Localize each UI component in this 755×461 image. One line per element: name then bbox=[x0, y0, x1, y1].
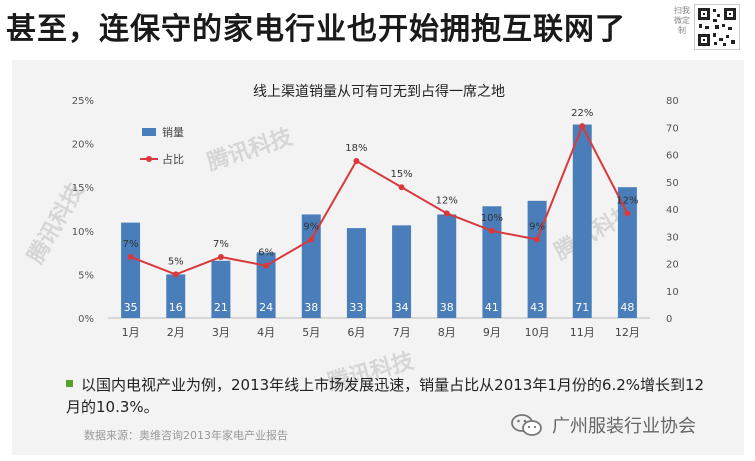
x-tick-label: 2月 bbox=[167, 326, 185, 339]
x-tick-label: 12月 bbox=[615, 326, 640, 339]
line-point bbox=[353, 158, 360, 165]
y-left-tick-label: 20% bbox=[72, 140, 94, 151]
bar-value-label: 38 bbox=[304, 301, 318, 314]
bar-value-label: 71 bbox=[575, 301, 589, 314]
y-right-tick-label: 50 bbox=[666, 178, 679, 189]
line-value-label: 18% bbox=[345, 143, 367, 154]
bar bbox=[482, 206, 502, 318]
x-tick-label: 7月 bbox=[393, 326, 411, 339]
line-value-label: 12% bbox=[436, 195, 458, 206]
y-left-tick-label: 5% bbox=[78, 270, 94, 281]
y-right-tick-label: 40 bbox=[666, 205, 679, 216]
bar-value-label: 41 bbox=[485, 301, 499, 314]
x-tick-label: 5月 bbox=[302, 326, 320, 339]
y-right-tick-label: 20 bbox=[666, 260, 679, 271]
line-point bbox=[579, 123, 586, 130]
x-tick-label: 8月 bbox=[438, 326, 456, 339]
y-right-tick-label: 10 bbox=[666, 287, 679, 298]
line-point bbox=[443, 210, 450, 217]
line-point bbox=[624, 210, 631, 217]
line-value-label: 9% bbox=[529, 222, 545, 233]
line-value-label: 12% bbox=[616, 195, 638, 206]
line-value-label: 10% bbox=[481, 213, 503, 224]
bar bbox=[617, 187, 637, 318]
bar bbox=[301, 214, 321, 318]
bar-value-label: 34 bbox=[395, 301, 409, 314]
line-value-label: 22% bbox=[571, 108, 593, 119]
x-tick-label: 3月 bbox=[212, 326, 230, 339]
bar-value-label: 16 bbox=[169, 301, 183, 314]
x-tick-label: 6月 bbox=[347, 326, 365, 339]
line-point bbox=[534, 236, 541, 243]
note: 以国内电视产业为例，2013年线上市场发展迅速，销量占比从2013年1月份的6.… bbox=[66, 374, 716, 418]
qr-label: 扫我微定制 bbox=[674, 6, 690, 35]
y-right-tick-label: 30 bbox=[666, 232, 679, 243]
y-right-tick-label: 60 bbox=[666, 151, 679, 162]
brand-name: 广州服装行业协会 bbox=[552, 416, 696, 437]
line-value-label: 7% bbox=[213, 239, 229, 250]
line-point bbox=[127, 253, 134, 260]
legend-swatch-marker bbox=[146, 156, 152, 162]
x-tick-label: 4月 bbox=[257, 326, 275, 339]
line-point bbox=[217, 253, 224, 260]
line-value-label: 9% bbox=[303, 222, 319, 233]
y-left-tick-label: 25% bbox=[72, 96, 94, 107]
legend-swatch-bar bbox=[142, 128, 156, 136]
bar-value-label: 24 bbox=[259, 301, 273, 314]
bar bbox=[256, 252, 276, 318]
bar-value-label: 35 bbox=[124, 301, 138, 314]
line-point bbox=[172, 271, 179, 278]
line-point bbox=[488, 227, 495, 234]
bar bbox=[166, 274, 186, 318]
bar-value-label: 38 bbox=[440, 301, 454, 314]
wechat-icon bbox=[511, 414, 542, 436]
bar bbox=[392, 225, 412, 318]
bar-value-label: 33 bbox=[349, 301, 363, 314]
y-left-tick-label: 10% bbox=[72, 227, 94, 238]
line-point bbox=[263, 262, 270, 269]
bar-value-label: 43 bbox=[530, 301, 544, 314]
legend-label: 销量 bbox=[162, 125, 184, 139]
share-line bbox=[130, 123, 629, 276]
line-value-label: 7% bbox=[123, 239, 139, 250]
bar-value-label: 48 bbox=[620, 301, 634, 314]
line-value-label: 6% bbox=[258, 248, 274, 259]
headline: 甚至，连保守的家电行业也开始拥抱互联网了 bbox=[6, 12, 626, 47]
bar-value-label: 21 bbox=[214, 301, 228, 314]
bar bbox=[437, 214, 457, 318]
x-tick-label: 1月 bbox=[122, 326, 140, 339]
bullet-icon bbox=[66, 380, 73, 387]
legend-label: 占比 bbox=[162, 152, 184, 166]
line-point bbox=[308, 236, 315, 243]
x-tick-label: 11月 bbox=[570, 326, 595, 339]
y-left-tick-label: 0% bbox=[78, 314, 94, 325]
x-tick-label: 10月 bbox=[525, 326, 550, 339]
chart-title: 线上渠道销量从可有可无到占得一席之地 bbox=[253, 83, 505, 100]
bar bbox=[211, 260, 231, 318]
qr-code-icon bbox=[694, 4, 740, 50]
y-left-tick-label: 15% bbox=[72, 183, 94, 194]
source: 数据来源：奥维咨询2013年家电产业报告 bbox=[84, 429, 288, 442]
y-right-tick-label: 0 bbox=[666, 314, 672, 325]
bar bbox=[572, 124, 592, 319]
line-point bbox=[398, 184, 405, 191]
watermark: 腾讯科技 bbox=[204, 124, 296, 175]
bar bbox=[346, 228, 366, 318]
y-right-tick-label: 80 bbox=[666, 96, 679, 107]
brand: 广州服装行业协会 bbox=[510, 412, 696, 438]
line-value-label: 5% bbox=[168, 256, 184, 267]
y-right-tick-label: 70 bbox=[666, 123, 679, 134]
bar bbox=[121, 222, 141, 318]
line-value-label: 15% bbox=[390, 169, 412, 180]
x-tick-label: 9月 bbox=[483, 326, 501, 339]
note-text: 以国内电视产业为例，2013年线上市场发展迅速，销量占比从2013年1月份的6.… bbox=[66, 376, 705, 416]
